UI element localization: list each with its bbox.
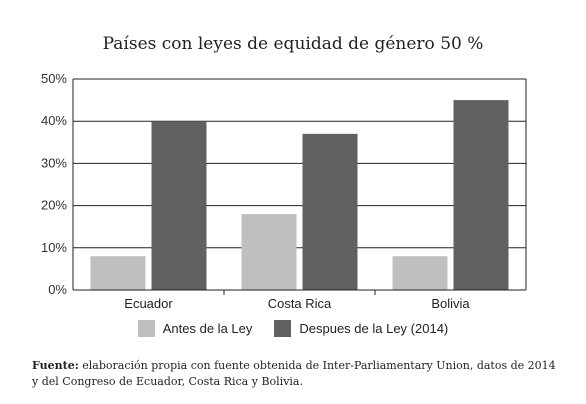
chart-title: Países con leyes de equidad de género 50…	[102, 34, 484, 54]
source-note: Fuente: elaboración propia con fuente ob…	[32, 358, 562, 390]
legend-label-despues: Despues de la Ley (2014)	[299, 321, 449, 336]
y-tick-label: 50%	[41, 71, 67, 86]
y-tick-label: 10%	[41, 240, 67, 255]
legend-swatch-despues	[274, 320, 292, 337]
bar-chart: 0% 10% 20% 30% 40% 50% Ecuador Costa Rica Bolivi…	[41, 71, 527, 311]
legend-item-antes: Antes de la Ley	[137, 320, 253, 337]
legend-label-antes: Antes de la Ley	[162, 321, 253, 336]
legend-swatch-antes	[137, 320, 155, 337]
bar-ecuador-despues	[151, 121, 207, 290]
legend-item-despues: Despues de la Ley (2014)	[274, 320, 448, 337]
bar-bolivia-despues	[453, 100, 509, 290]
source-text: elaboración propia con fuente obtenida d…	[32, 359, 556, 388]
y-tick-label: 30%	[41, 155, 67, 170]
bar-bolivia-antes	[392, 256, 448, 290]
y-tick-label: 40%	[41, 113, 67, 128]
y-tick-label: 0%	[48, 282, 67, 297]
bar-costa-rica-despues	[302, 133, 358, 290]
source-label: Fuente:	[32, 359, 79, 372]
x-tick-label: Costa Rica	[268, 296, 332, 311]
x-tick-label: Bolivia	[431, 296, 470, 311]
legend: Antes de la Ley Despues de la Ley (2014)	[0, 320, 586, 337]
bar-costa-rica-antes	[241, 214, 297, 290]
bar-ecuador-antes	[90, 256, 146, 290]
y-tick-label: 20%	[41, 198, 67, 213]
x-tick-label: Ecuador	[124, 296, 173, 311]
